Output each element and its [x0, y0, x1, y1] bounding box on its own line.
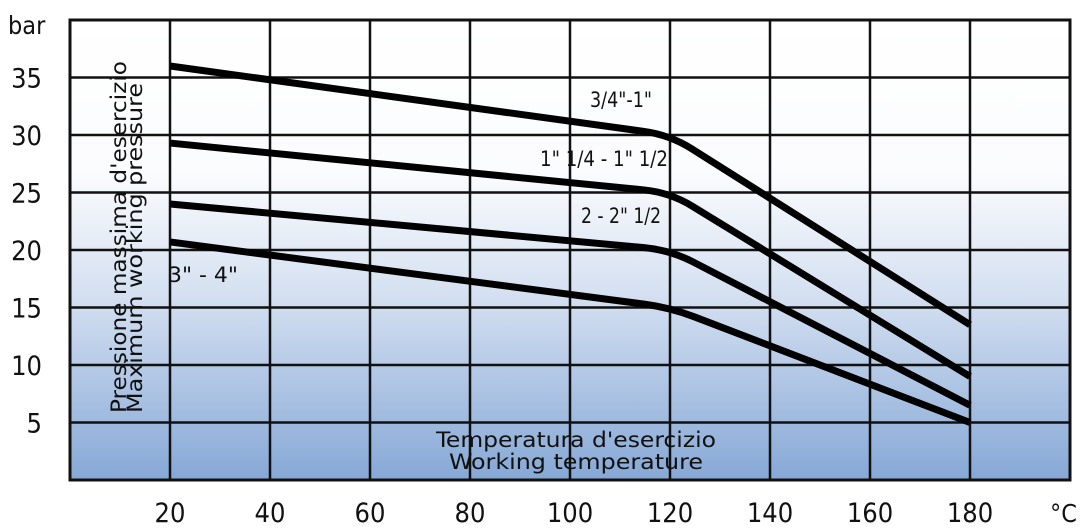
x-tick-label-180: 180: [947, 498, 993, 529]
x-axis-title-line-1: Temperatura d'esercizio: [435, 428, 716, 452]
y-axis-ticks: 5 10 15 20 25 30 35: [11, 64, 42, 440]
x-tick-label-100: 100: [547, 498, 593, 529]
x-tick-label-40: 40: [255, 498, 286, 529]
y-tick-label-20: 20: [11, 236, 42, 267]
series-label-3-4-1: 3/4"-1": [590, 88, 652, 112]
series-label-2-2-1-2: 2 - 2" 1/2: [581, 204, 661, 228]
x-axis-unit: °C: [1050, 499, 1077, 528]
y-tick-label-25: 25: [11, 179, 42, 210]
y-tick-label-35: 35: [11, 64, 42, 95]
x-axis-title-line-2: Working temperature: [449, 450, 703, 474]
series-line-2: [169, 139, 972, 380]
series-line-1: [169, 62, 972, 328]
y-tick-label-5: 5: [27, 409, 42, 440]
x-tick-label-80: 80: [455, 498, 486, 529]
x-tick-label-20: 20: [155, 498, 186, 529]
y-axis-unit: bar: [8, 11, 46, 40]
y-axis-title-line-2: Maximum working pressure: [123, 83, 147, 413]
x-tick-label-140: 140: [747, 498, 793, 529]
series-line-4: [169, 238, 972, 426]
series-line-3: [169, 200, 972, 409]
y-axis-title-line-1: Pressione massima d'esercizio: [107, 61, 131, 413]
series-label-3-4: 3" - 4": [168, 263, 238, 287]
series-lines: [169, 62, 972, 426]
y-tick-label-15: 15: [11, 294, 42, 325]
y-tick-label-10: 10: [11, 351, 42, 382]
x-axis-ticks: 20 40 60 80 100 120 140 160 180: [155, 498, 994, 529]
x-tick-label-120: 120: [647, 498, 693, 529]
series-label-1-1-4-1-1-2: 1" 1/4 - 1" 1/2: [540, 147, 668, 171]
y-tick-label-30: 30: [11, 121, 42, 152]
x-tick-label-160: 160: [847, 498, 893, 529]
x-tick-label-60: 60: [355, 498, 386, 529]
